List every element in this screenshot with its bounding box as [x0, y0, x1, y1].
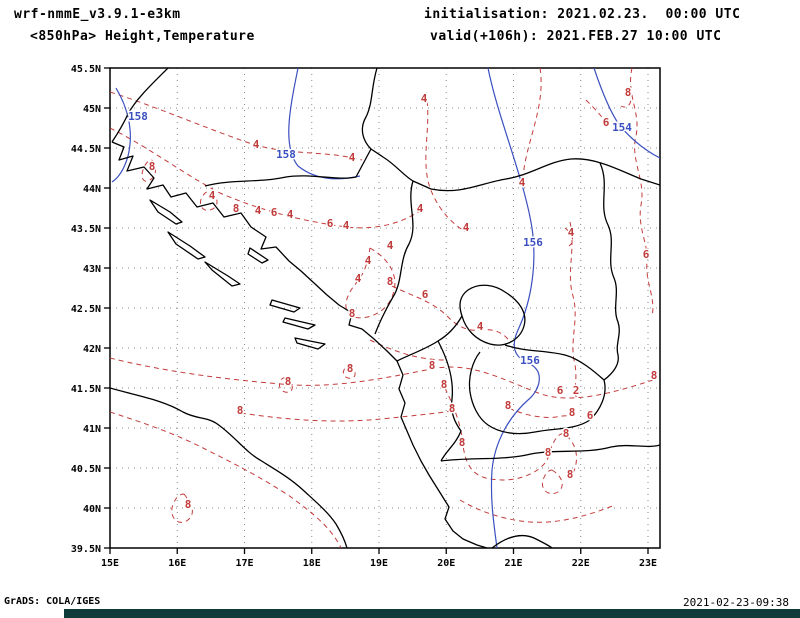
temperature-contour-label: 8 — [569, 406, 576, 419]
temperature-contour-label: 6 — [271, 206, 278, 219]
y-tick-label: 43N — [83, 264, 101, 275]
x-tick-label: 17E — [235, 558, 253, 569]
temperature-contour-label: 4 — [255, 204, 262, 217]
axis-ticks — [104, 67, 649, 554]
y-tick-label: 40.5N — [71, 464, 101, 475]
longitude-tick-labels: 15E 16E 17E 18E 19E 20E 21E 22E 23E — [101, 558, 657, 569]
x-tick-label: 21E — [504, 558, 522, 569]
temperature-contour-label: 4 — [365, 254, 372, 267]
temperature-contour-label: 4 — [349, 151, 356, 164]
temperature-contour-label: 4 — [387, 239, 394, 252]
plot-timestamp: 2021-02-23-09:38 — [683, 596, 789, 609]
y-tick-label: 44.5N — [71, 144, 101, 155]
temperature-contour-label: 8 — [233, 202, 240, 215]
temperature-contour-label: 8 — [563, 427, 570, 440]
latitude-tick-labels: 45.5N 45N 44.5N 44N 43.5N 43N 42.5N 42N 41.5N 41N… — [71, 64, 101, 555]
temperature-contour-label: 4 — [209, 189, 216, 202]
height-contour-label: 156 — [520, 354, 540, 367]
temperature-contour-label: 8 — [459, 436, 466, 449]
x-tick-label: 22E — [572, 558, 590, 569]
height-contours — [111, 68, 660, 548]
x-tick-label: 16E — [168, 558, 186, 569]
model-title: wrf-nmmE_v3.9.1-e3km — [14, 7, 181, 22]
temperature-contour-label: 4 — [568, 226, 575, 239]
grads-credit: GrADS: COLA/IGES — [4, 596, 101, 607]
y-tick-label: 40N — [83, 504, 101, 515]
temperature-contour-label: 8 — [505, 399, 512, 412]
temperature-contour-label: 4 — [343, 219, 350, 232]
height-contour-label: 158 — [128, 110, 148, 123]
x-tick-label: 19E — [370, 558, 388, 569]
x-tick-label: 15E — [101, 558, 119, 569]
y-tick-label: 43.5N — [71, 224, 101, 235]
temperature-contour-label: 4 — [253, 138, 260, 151]
temperature-contour-label: 6 — [643, 248, 650, 261]
valid-time: valid(+106h): 2021.FEB.27 10:00 UTC — [430, 29, 722, 44]
temperature-contour-label: 6 — [422, 288, 429, 301]
temperature-contour-label: 4 — [519, 176, 526, 189]
y-tick-label: 41N — [83, 424, 101, 435]
initialisation-time: initialisation: 2021.02.23. 00:00 UTC — [424, 7, 741, 22]
y-tick-label: 44N — [83, 184, 101, 195]
height-contour-label: 158 — [276, 148, 296, 161]
bottom-bar — [64, 609, 800, 618]
temperature-contour-label: 8 — [441, 378, 448, 391]
height-labels: 158 158 154 156 156 — [127, 109, 634, 369]
height-contour-label: 154 — [612, 121, 632, 134]
temperature-contour-label: 8 — [651, 369, 658, 382]
temperature-contour-label: 8 — [285, 375, 292, 388]
temperature-contour-label: 8 — [449, 402, 456, 415]
temperature-contour-label: 8 — [185, 498, 192, 511]
temperature-contour-label: 8 — [545, 446, 552, 459]
temperature-contour-label: 6 — [327, 217, 334, 230]
y-tick-label: 45.5N — [71, 64, 101, 75]
temperature-contour-label: 8 — [347, 362, 354, 375]
temperature-contour-label: 6 — [587, 409, 594, 422]
temperature-contour-label: 2 — [573, 384, 580, 397]
height-contour-label: 156 — [523, 236, 543, 249]
x-tick-label: 18E — [303, 558, 321, 569]
temperature-contour-label: 8 — [387, 275, 394, 288]
x-tick-label: 23E — [639, 558, 657, 569]
y-tick-label: 39.5N — [71, 544, 101, 555]
temperature-contour-label: 8 — [349, 307, 356, 320]
temperature-contour-label: 4 — [477, 320, 484, 333]
temperature-contour-label: 6 — [557, 384, 564, 397]
product-title: <850hPa> Height,Temperature — [30, 29, 255, 44]
temperature-contour-label: 8 — [567, 468, 574, 481]
temperature-contour-label: 8 — [237, 404, 244, 417]
temperature-contour-label: 4 — [355, 272, 362, 285]
temperature-contour-label: 4 — [417, 202, 424, 215]
temperature-contour-label: 8 — [149, 160, 156, 173]
temperature-contour-label: 8 — [625, 86, 632, 99]
coastlines-and-borders — [110, 68, 660, 548]
latlon-grid — [110, 68, 660, 548]
temperature-contour-label: 4 — [463, 221, 470, 234]
temperature-contour-label: 8 — [429, 359, 436, 372]
y-tick-label: 45N — [83, 104, 101, 115]
temperature-contour-label: 6 — [603, 116, 610, 129]
y-tick-label: 42.5N — [71, 304, 101, 315]
temperature-contour-label: 4 — [421, 92, 428, 105]
y-tick-label: 42N — [83, 344, 101, 355]
temperature-contours — [110, 68, 657, 548]
temperature-contour-label: 4 — [287, 208, 294, 221]
x-tick-label: 20E — [437, 558, 455, 569]
y-tick-label: 41.5N — [71, 384, 101, 395]
